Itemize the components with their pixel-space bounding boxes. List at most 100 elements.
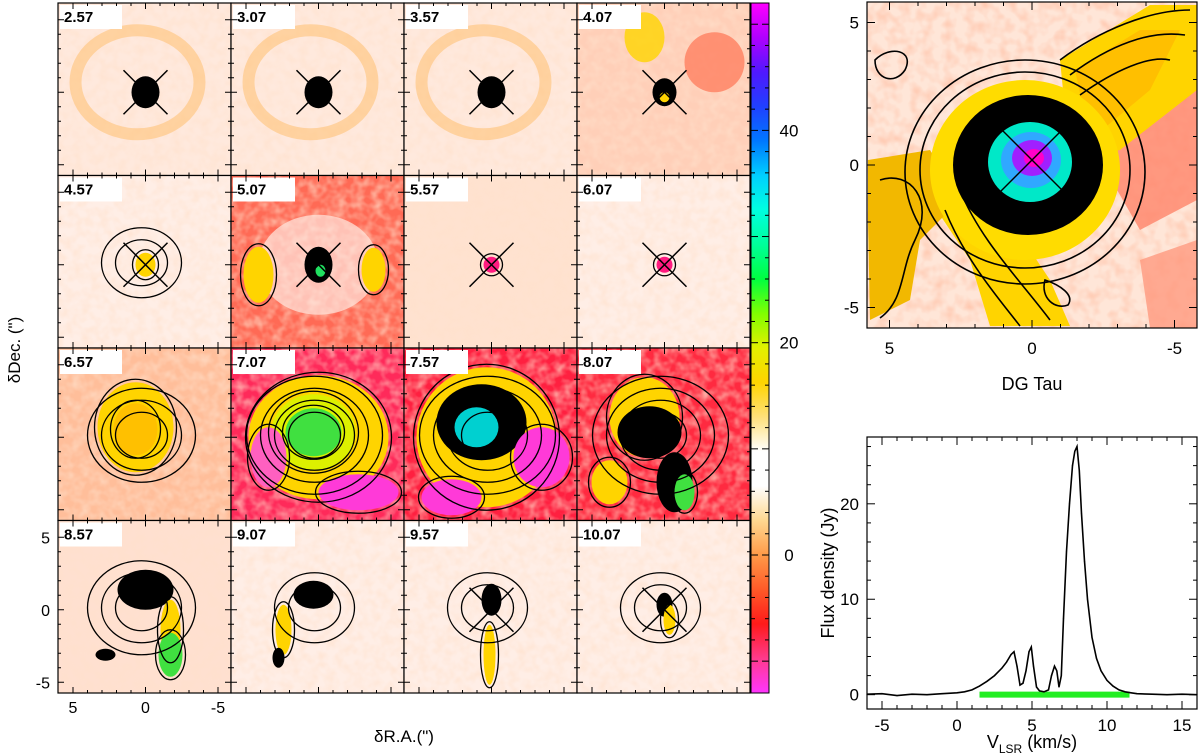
- channel-map-axes: 5 0 -5 5 0 -5 δR.A.(") δDec. ("): [5, 317, 434, 746]
- spectrum-point: [1181, 693, 1183, 695]
- integrated-y-tick: -5: [844, 299, 859, 318]
- integrated-y-tick: 0: [850, 156, 859, 175]
- channel-y-tick: 5: [41, 530, 50, 547]
- channel-panel-9: 6.57: [57, 347, 232, 522]
- channel-velocity-label: 3.07: [237, 9, 266, 26]
- spectrum-point: [1005, 661, 1008, 663]
- spectrum-point: [971, 689, 973, 691]
- channel-map-grid: 2.57 3.07 3.57 4.07 4.57 5.07 5.57 6.07 6.57 7.07…: [57, 2, 751, 694]
- integrated-x-tick: 0: [1027, 339, 1036, 358]
- spectrum-point: [1078, 469, 1080, 471]
- spectrum-y-tick-label: 10: [840, 590, 859, 609]
- spectrum-point: [1166, 694, 1168, 696]
- spectrum-series: [866, 443, 1198, 698]
- colorbar: 0 20 40: [750, 2, 799, 694]
- spectrum-point: [1060, 675, 1062, 677]
- spectrum-point: [993, 675, 996, 677]
- spectrum-point: [1118, 689, 1120, 691]
- spectrum-point: [1035, 686, 1038, 688]
- spectrum-point: [941, 693, 943, 695]
- spectrum-point: [911, 693, 913, 695]
- channel-velocity-label: 2.57: [64, 9, 93, 26]
- spectrum-point: [1062, 617, 1065, 619]
- channel-panel-6: 5.07: [230, 174, 405, 349]
- spectrum-point: [1196, 694, 1198, 696]
- spectrum-point: [866, 693, 868, 695]
- channel-velocity-label: 5.57: [410, 182, 439, 199]
- spectrum-x-tick-label: -5: [874, 716, 889, 735]
- spectrum-point: [1136, 693, 1138, 695]
- channel-panel-2: 3.07: [230, 2, 405, 177]
- spectrum-point: [1056, 670, 1058, 672]
- spectrum-point: [1124, 691, 1126, 693]
- spectrum-point: [986, 680, 988, 682]
- spectrum-point: [963, 691, 966, 693]
- spectrum-point: [1043, 691, 1045, 693]
- channel-x-tick: 5: [69, 700, 78, 717]
- spectrum-point: [1112, 685, 1114, 687]
- channel-velocity-label: 4.57: [64, 182, 93, 199]
- channel-panel-13: 8.57: [57, 519, 232, 694]
- integrated-map-ticks: 5 5 0 0 -5 -5: [844, 2, 1197, 358]
- integrated-map: 5 5 0 0 -5 -5 DG Tau: [844, 1, 1198, 394]
- channel-velocity-label: 3.57: [410, 9, 439, 26]
- channel-y-tick-labels: 5 0 -5: [36, 530, 50, 692]
- spectrum-point: [1022, 682, 1024, 684]
- spectrum-point: [1050, 675, 1053, 677]
- channel-x-tick: -5: [211, 700, 225, 717]
- channel-velocity-label: 4.07: [583, 9, 612, 26]
- spectrum-y-tick-label: 20: [840, 495, 859, 514]
- spectrum-plot: -5 0 5 10 15 0 10 20 VLSR (km/s) Flux density (…: [818, 436, 1198, 753]
- spectrum-point: [1106, 679, 1108, 682]
- channel-panel-11: 7.57: [403, 347, 578, 522]
- spectrum-point: [1030, 646, 1032, 648]
- channel-panel-16: 10.07: [576, 519, 751, 694]
- channel-panel-8: 6.07: [576, 174, 751, 349]
- spectrum-point: [1076, 445, 1078, 448]
- channel-x-tick: 0: [141, 700, 150, 717]
- channel-velocity-label: 7.07: [237, 354, 266, 371]
- channel-velocity-label: 6.57: [64, 354, 93, 371]
- spectrum-point: [1038, 690, 1041, 692]
- channel-velocity-label: 10.07: [583, 527, 621, 544]
- integrated-x-tick: -5: [1167, 339, 1182, 358]
- channel-y-tick: -5: [36, 675, 50, 692]
- channel-panel-3: 3.57: [403, 2, 578, 177]
- spectrum-point: [1058, 686, 1060, 688]
- spectrum-y-tick-label: 0: [850, 686, 859, 705]
- channel-velocity-label: 9.07: [237, 527, 266, 544]
- channel-velocity-label: 9.57: [410, 527, 439, 544]
- spectrum-x-axis-label: VLSR (km/s): [987, 732, 1077, 753]
- spectrum-point: [1028, 651, 1030, 653]
- spectrum-point: [1025, 670, 1027, 672]
- spectrum-y-axis-label: Flux density (Jy): [818, 507, 838, 638]
- spectrum-point: [1016, 665, 1018, 667]
- spectrum-point: [1086, 598, 1089, 600]
- channel-x-tick-labels: 5 0 -5: [69, 700, 226, 717]
- spectrum-x-tick-label: 0: [952, 716, 961, 735]
- colorbar-tick-label: 20: [780, 334, 799, 353]
- spectrum-point: [1065, 550, 1068, 553]
- spectrum-point: [1130, 692, 1132, 694]
- colorbar-gradient: [750, 2, 770, 694]
- spectrum-point: [1068, 503, 1071, 505]
- channel-velocity-label: 8.57: [64, 527, 93, 544]
- spectrum-point: [896, 695, 898, 697]
- channel-y-axis-label: δDec. ("): [5, 317, 24, 384]
- colorbar-ticks: 0 20 40: [751, 23, 799, 662]
- spectrum-point: [1053, 665, 1056, 667]
- spectrum-point: [881, 693, 883, 695]
- spectrum-x-tick-label: 15: [1173, 716, 1192, 735]
- integrated-x-tick: 5: [885, 339, 894, 358]
- channel-x-axis-label: δR.A.("): [374, 727, 434, 746]
- spectrum-axes: -5 0 5 10 15 0 10 20: [840, 437, 1197, 735]
- spectrum-point: [1100, 670, 1102, 672]
- spectrum-point: [1047, 689, 1050, 691]
- channel-velocity-label: 6.07: [583, 182, 612, 199]
- channel-y-tick: 0: [41, 603, 50, 620]
- spectrum-point: [1074, 450, 1076, 452]
- spectrum-point: [1013, 651, 1015, 653]
- channel-panel-7: 5.57: [403, 174, 578, 349]
- channel-panel-15: 9.57: [403, 519, 578, 694]
